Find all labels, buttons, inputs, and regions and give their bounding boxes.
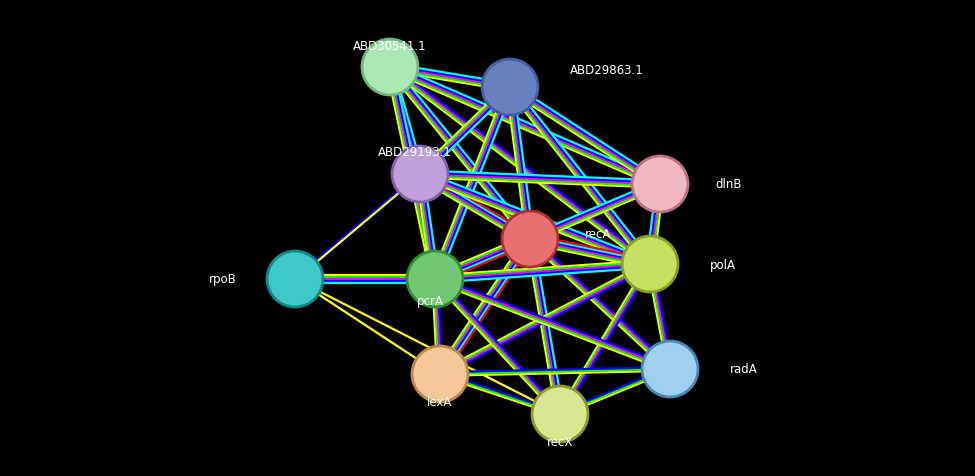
Circle shape: [532, 386, 588, 442]
Text: recX: recX: [547, 436, 573, 448]
Circle shape: [622, 237, 678, 292]
Circle shape: [407, 251, 463, 307]
Circle shape: [502, 211, 558, 268]
Circle shape: [642, 341, 698, 397]
Circle shape: [482, 60, 538, 116]
Text: ABD30541.1: ABD30541.1: [353, 40, 427, 52]
Circle shape: [392, 147, 448, 203]
Text: polA: polA: [710, 258, 736, 271]
Text: ABD29863.1: ABD29863.1: [570, 63, 644, 76]
Circle shape: [412, 346, 468, 402]
Circle shape: [632, 157, 688, 213]
Text: ABD29193.1: ABD29193.1: [378, 146, 452, 159]
Text: lexA: lexA: [427, 396, 452, 408]
Text: radA: radA: [730, 363, 758, 376]
Circle shape: [267, 251, 323, 307]
Text: rpoB: rpoB: [210, 273, 237, 286]
Text: dlnB: dlnB: [715, 178, 742, 191]
Circle shape: [362, 40, 418, 96]
Text: pcrA: pcrA: [416, 295, 444, 308]
Text: recA: recA: [585, 228, 611, 241]
